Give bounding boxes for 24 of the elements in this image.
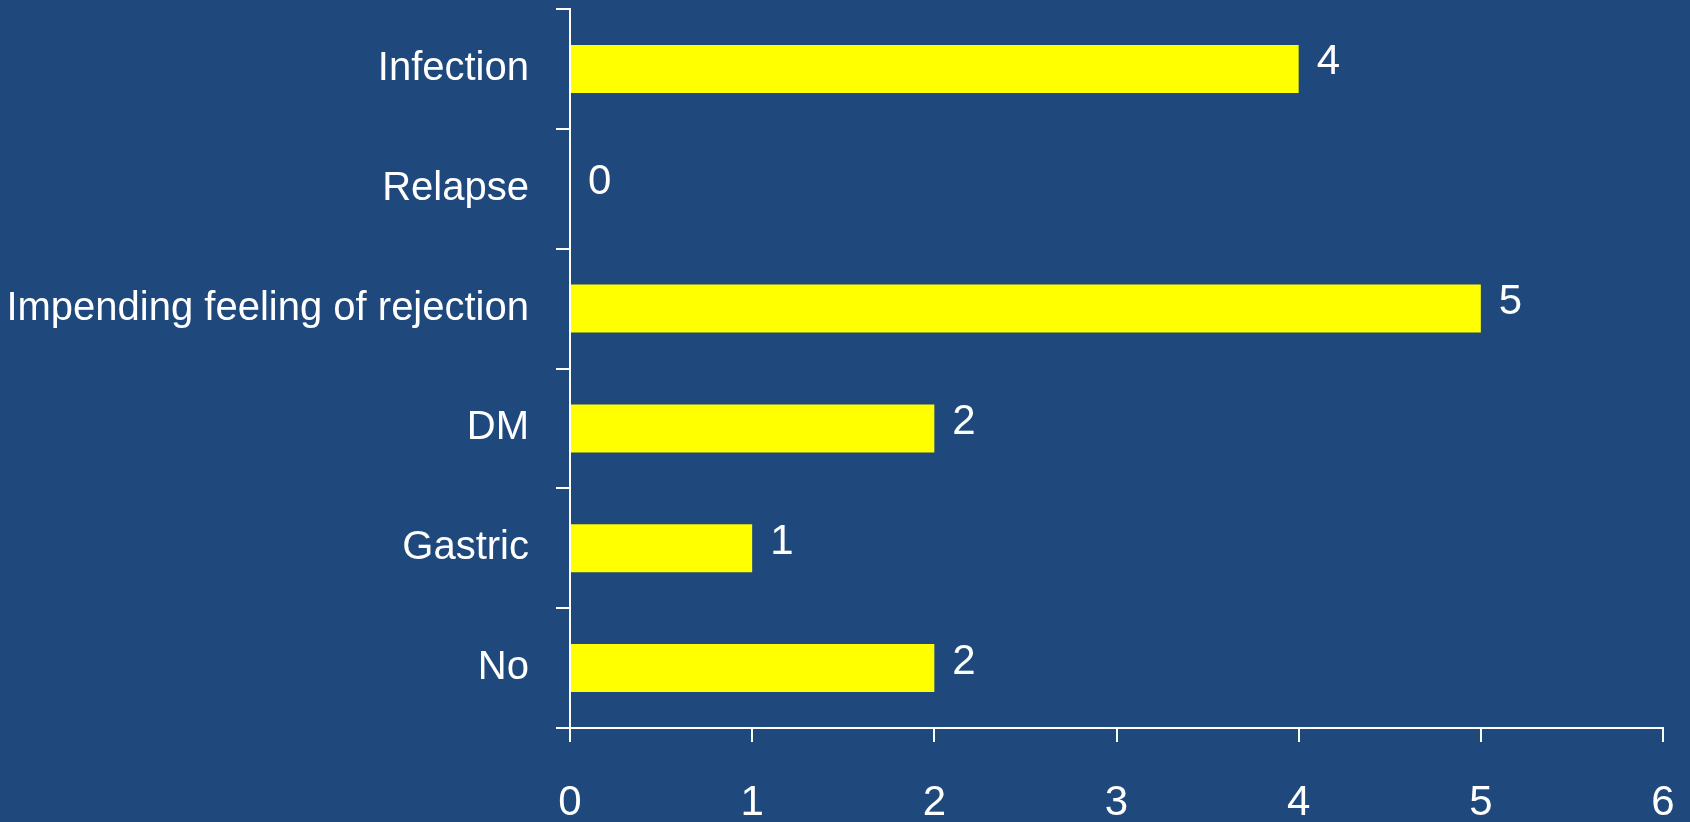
data-label: 1 (770, 515, 794, 563)
data-label: 2 (952, 395, 976, 443)
x-tick-label: 1 (740, 776, 764, 822)
x-tick-label: 2 (922, 776, 947, 822)
bar (571, 284, 1481, 333)
bar (571, 644, 935, 693)
y-tick-label: Gastric (402, 523, 529, 568)
y-tick-label: Infection (377, 43, 529, 88)
data-label: 0 (588, 156, 612, 204)
bar (571, 524, 753, 573)
bar (571, 44, 1299, 93)
x-tick-label: 5 (1469, 776, 1493, 822)
y-tick-label: DM (466, 403, 529, 448)
y-tick-label: No (477, 643, 529, 688)
data-label: 4 (1316, 36, 1341, 84)
y-tick-label: Relapse (382, 163, 529, 208)
data-label: 2 (952, 635, 976, 683)
x-tick-label: 4 (1286, 776, 1311, 822)
bar (571, 404, 935, 453)
x-tick-label: 6 (1651, 776, 1675, 822)
y-tick-label: Impending feeling of rejection (6, 283, 529, 328)
data-label: 5 (1498, 276, 1523, 324)
x-tick-label: 3 (1104, 776, 1129, 822)
x-tick-label: 0 (558, 776, 582, 822)
